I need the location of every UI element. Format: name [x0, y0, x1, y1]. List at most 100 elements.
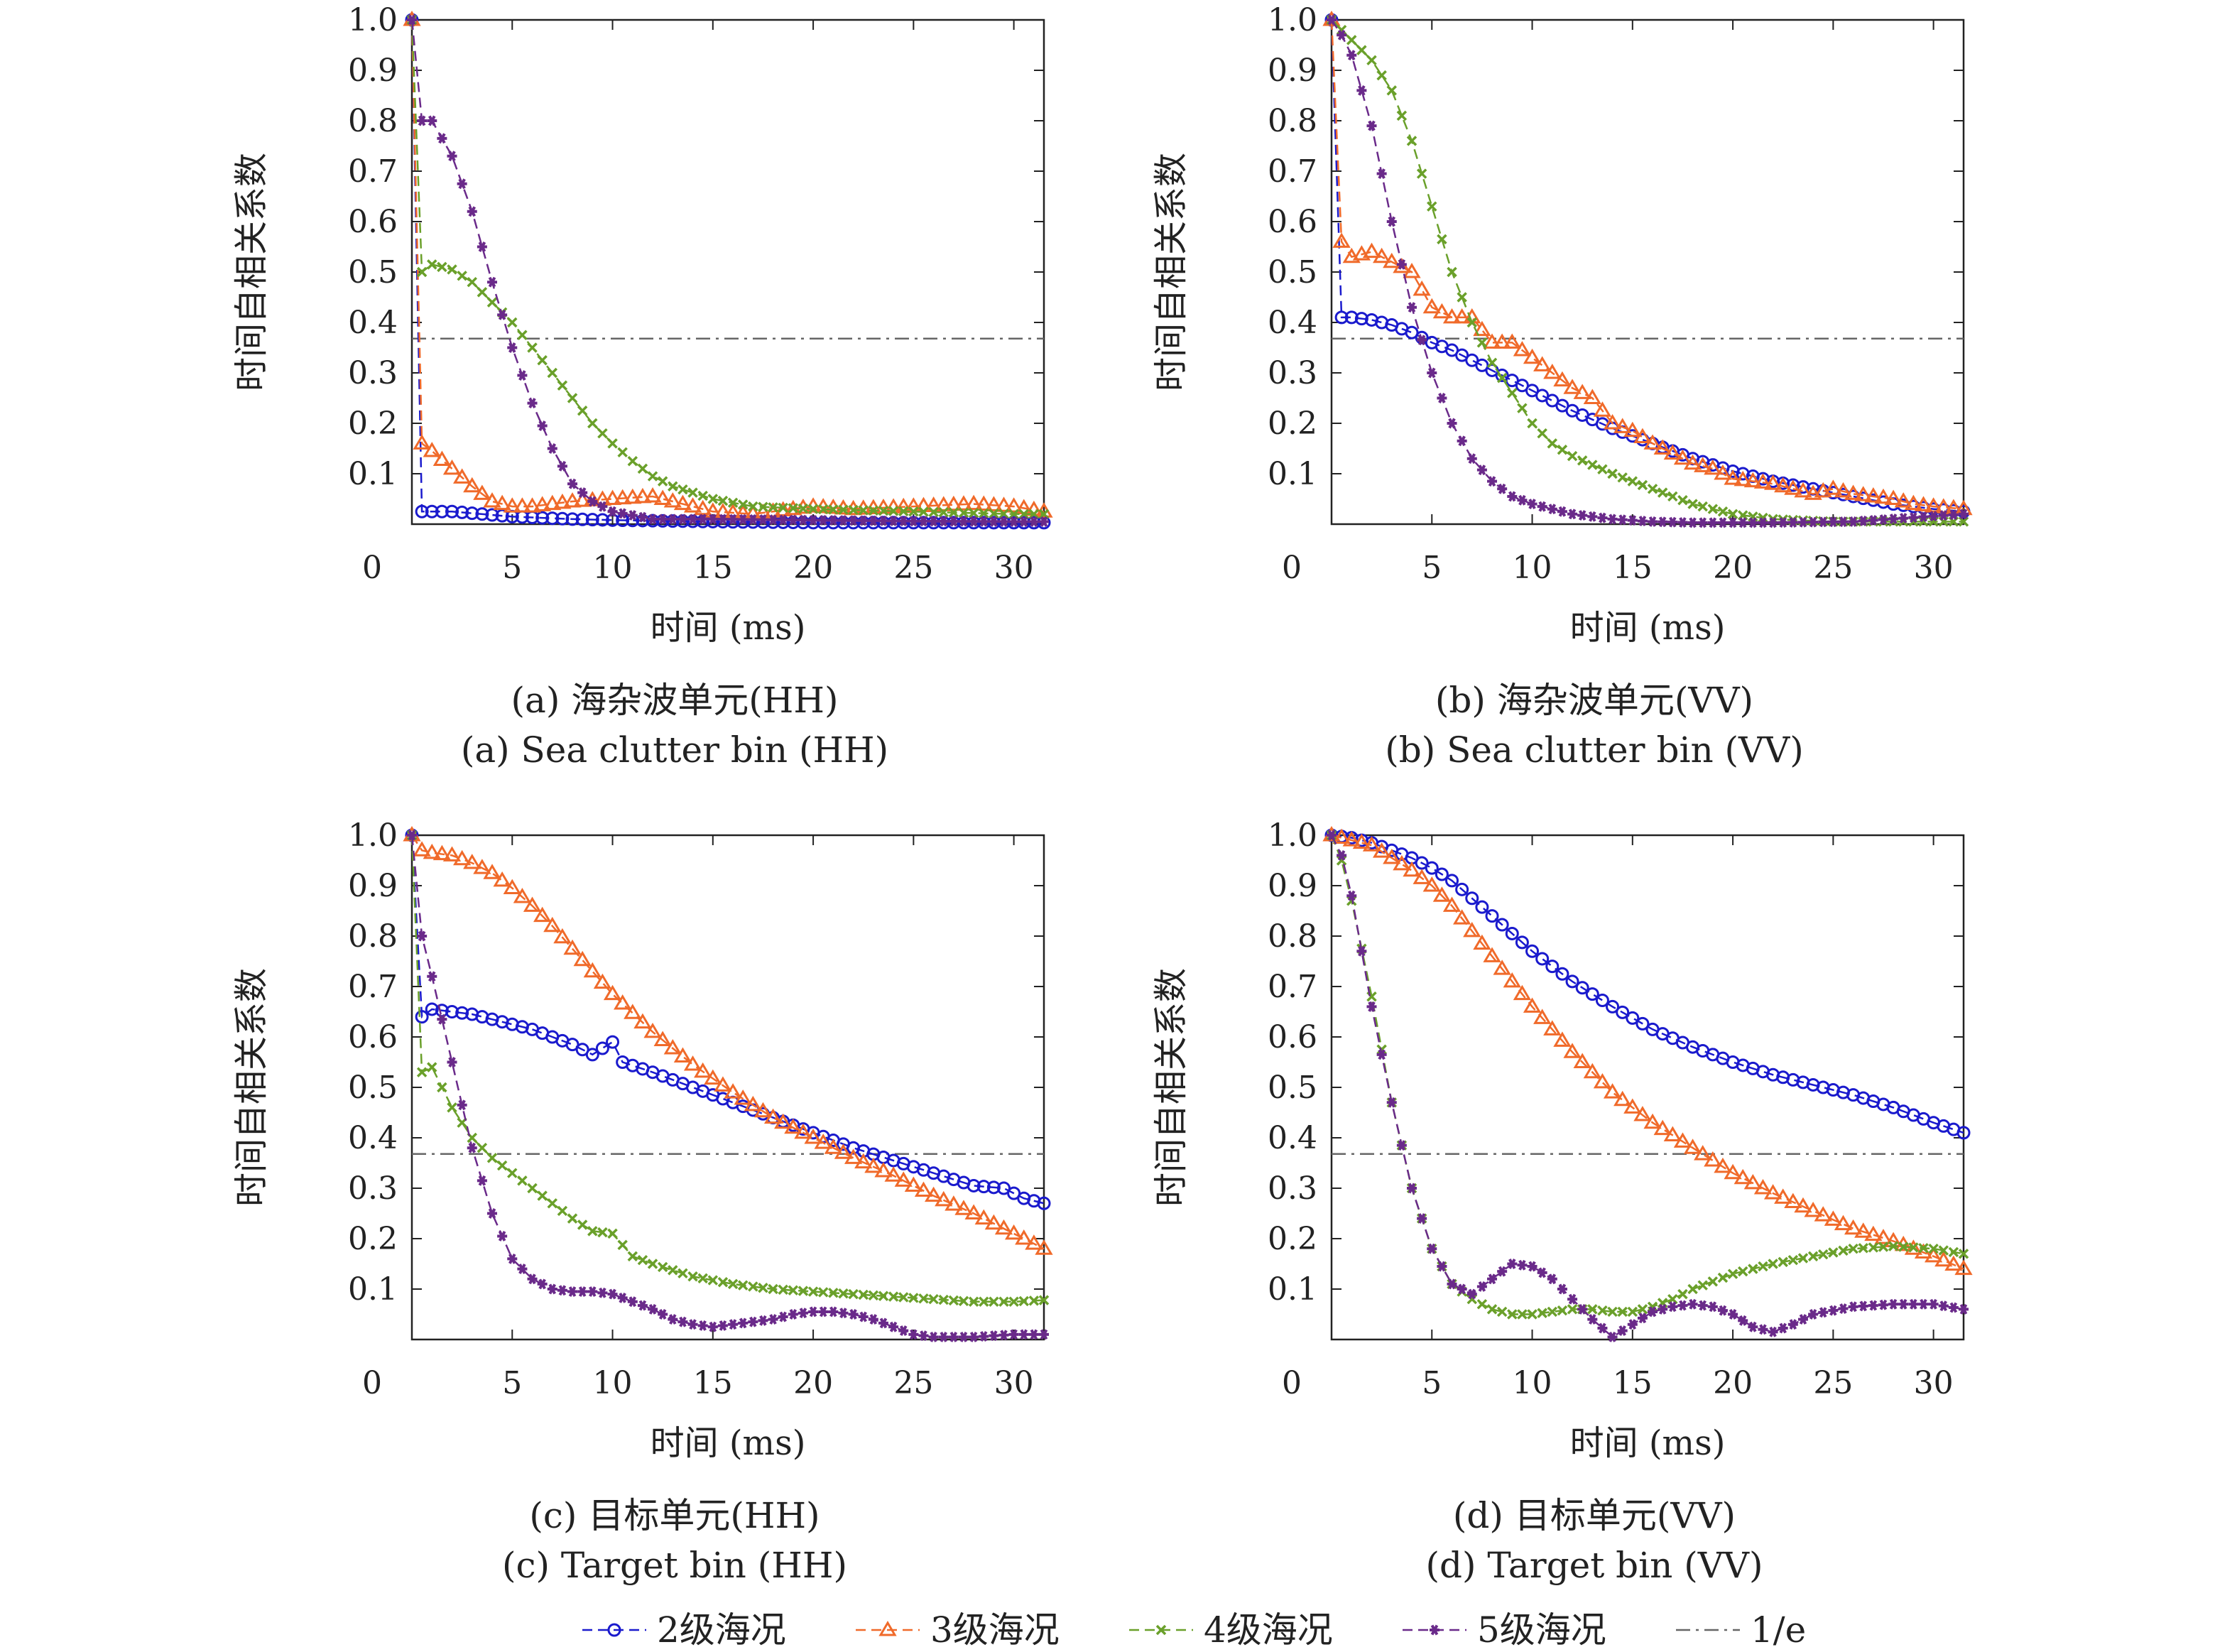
data-point	[918, 506, 929, 517]
data-point	[507, 1168, 518, 1178]
data-point	[607, 1228, 618, 1239]
data-point	[774, 501, 793, 516]
data-point	[648, 1303, 658, 1315]
data-point	[1537, 1267, 1547, 1278]
data-point	[986, 1180, 1001, 1195]
data-point	[984, 1214, 1003, 1230]
data-point	[1577, 1303, 1588, 1315]
data-point	[798, 514, 808, 526]
y-axis-label: 时间自相关系数	[1151, 968, 1191, 1207]
data-point	[1373, 842, 1391, 858]
y-tick-label: 0.7	[348, 153, 398, 190]
data-point	[738, 513, 749, 525]
data-point	[614, 489, 632, 505]
data-point	[817, 504, 829, 515]
data-point	[778, 514, 788, 526]
data-point	[463, 477, 481, 493]
data-point	[918, 516, 929, 527]
data-point	[778, 1284, 788, 1295]
data-point	[798, 503, 809, 514]
data-point	[657, 1261, 668, 1273]
data-point	[537, 1190, 548, 1201]
data-point	[1422, 876, 1441, 892]
data-point	[1683, 454, 1702, 470]
legend-marker	[1155, 1624, 1167, 1636]
data-point	[1607, 468, 1618, 479]
data-point	[758, 501, 768, 512]
data-point	[1432, 303, 1452, 319]
y-tick-label: 0.2	[348, 406, 398, 442]
caption-cn: (c) 目标单元(HH)	[529, 1495, 820, 1536]
data-point	[746, 515, 760, 529]
data-point	[758, 1282, 768, 1293]
data-point	[1954, 1259, 1973, 1276]
data-point	[794, 1123, 812, 1139]
data-point	[717, 513, 728, 525]
data-point	[1714, 1157, 1732, 1173]
data-point	[655, 513, 670, 528]
data-point	[467, 1142, 477, 1153]
legend-item-s4: 4级海况	[1129, 1609, 1333, 1651]
data-point	[503, 879, 521, 895]
data-point	[513, 497, 532, 513]
data-point	[1959, 509, 1969, 520]
data-point	[1834, 1214, 1853, 1231]
data-point	[1362, 242, 1381, 259]
data-point	[1924, 497, 1943, 513]
data-point	[1417, 335, 1427, 346]
data-point	[1958, 516, 1969, 527]
data-point	[954, 1200, 973, 1215]
data-point	[1778, 1256, 1788, 1268]
data-point	[979, 1296, 989, 1307]
data-point	[1617, 1325, 1628, 1337]
data-point	[1717, 1305, 1728, 1316]
data-point	[836, 516, 850, 530]
data-point	[1356, 945, 1367, 957]
data-point	[1346, 35, 1357, 45]
data-point	[838, 1308, 849, 1319]
x-axis-label: 时间 (ms)	[1570, 1423, 1726, 1463]
data-point	[1787, 1319, 1798, 1330]
data-point	[1416, 168, 1427, 179]
data-point	[1918, 1243, 1929, 1254]
data-point	[1039, 1329, 1049, 1340]
data-point	[686, 514, 700, 528]
data-point	[496, 1160, 508, 1171]
data-point	[1938, 1245, 1949, 1256]
data-point	[1667, 1293, 1678, 1305]
data-point	[573, 950, 592, 967]
series-s4	[406, 14, 1050, 520]
data-point	[1447, 1278, 1457, 1290]
data-point	[1486, 357, 1498, 369]
series-line	[410, 19, 1044, 516]
data-point	[537, 1278, 548, 1290]
data-point	[724, 1083, 742, 1099]
data-point	[1344, 310, 1359, 325]
data-point	[537, 355, 548, 366]
data-point	[653, 489, 672, 505]
data-point	[1476, 337, 1488, 348]
data-point	[435, 1004, 449, 1018]
data-point	[1687, 517, 1698, 528]
data-point	[1663, 444, 1682, 460]
data-point	[1597, 1305, 1608, 1316]
data-point	[1617, 472, 1628, 483]
data-point	[493, 871, 511, 887]
data-point	[878, 1290, 889, 1301]
data-point	[1787, 1254, 1799, 1266]
data-point	[737, 499, 749, 510]
data-point	[475, 507, 489, 521]
x-tick-label: 5	[1422, 1365, 1442, 1401]
data-point	[467, 206, 477, 217]
data-point	[796, 516, 810, 530]
data-point	[898, 516, 909, 527]
data-point	[989, 508, 999, 519]
data-point	[979, 516, 989, 527]
data-point	[1738, 1315, 1748, 1326]
data-point	[517, 330, 528, 340]
data-point	[547, 1198, 558, 1209]
data-point	[567, 1286, 578, 1297]
data-point	[1567, 1293, 1578, 1305]
data-point	[442, 846, 462, 862]
data-point	[1583, 388, 1601, 404]
